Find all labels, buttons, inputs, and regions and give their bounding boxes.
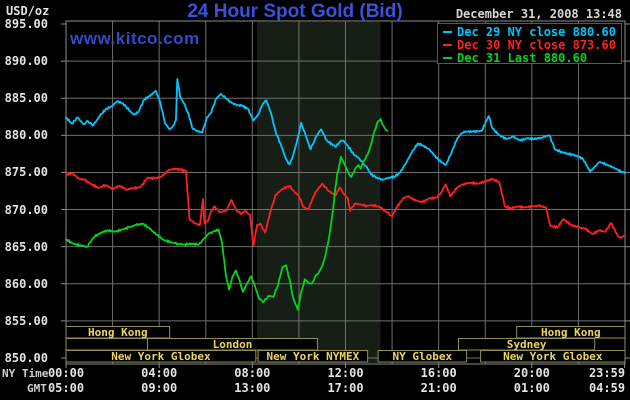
session-label: New York Globex	[111, 350, 211, 363]
y-tick-label: 855.00	[4, 313, 48, 328]
session-label: Hong Kong	[88, 326, 148, 339]
legend-item: Dec 30 NY close 873.60	[442, 37, 621, 52]
series-line-dec30	[65, 167, 626, 247]
session-box	[257, 350, 369, 363]
y-tick-label: 895.00	[4, 17, 48, 31]
x-tick-label-nytime: 00:00	[47, 366, 85, 380]
y-tick-label: 880.00	[4, 128, 48, 143]
session-box	[65, 338, 149, 351]
y-tick-label: 870.00	[4, 202, 48, 217]
legend-item-label: Dec 30 NY close 873.60	[457, 37, 616, 52]
kitco-watermark: www.kitco.com	[70, 29, 200, 48]
x-tick-label-gmt: 13:00	[234, 381, 271, 395]
x-tick-label-nytime: 20:00	[513, 366, 550, 380]
y-tick-label: 865.00	[4, 239, 48, 254]
chart-datetime: December 31, 2008 13:48	[455, 7, 622, 21]
y-tick-label: 885.00	[4, 91, 48, 106]
x-tick-label-nytime: 12:00	[327, 366, 364, 380]
x-tick-label-nytime: 16:00	[420, 366, 457, 380]
nymex-session-highlight-band	[256, 22, 381, 363]
session-box	[480, 350, 626, 363]
y-tick-label: 875.00	[4, 165, 48, 180]
legend-item: Dec 29 NY close 880.60	[442, 24, 621, 39]
legend-swatch-icon	[443, 43, 452, 46]
y-tick-label: 890.00	[4, 54, 48, 69]
x-axis-row-label-gmt: GMT	[27, 382, 47, 395]
x-tick-label-nytime: 08:00	[234, 366, 271, 380]
session-label: Hong Kong	[541, 326, 601, 339]
legend-swatch-icon	[443, 30, 452, 33]
legend-item: Dec 31 Last 880.60	[442, 50, 621, 65]
session-box	[377, 350, 468, 363]
y-axis-units-label: USD/oz	[6, 4, 50, 18]
session-label: London	[213, 338, 253, 351]
session-label: New York Globex	[503, 350, 603, 363]
legend-swatch-icon	[443, 56, 452, 59]
x-tick-label-nytime: 04:00	[141, 366, 178, 380]
series-line-dec29	[65, 78, 626, 181]
x-tick-label-gmt: 01:00	[513, 381, 550, 395]
x-tick-label-gmt: 09:00	[141, 381, 178, 395]
legend-item-label: Dec 31 Last 880.60	[457, 50, 588, 65]
x-tick-label-gmt: 17:00	[327, 381, 364, 395]
legend: Dec 29 NY close 880.60 Dec 30 NY close 8…	[437, 23, 622, 65]
session-label: NY Globex	[393, 350, 453, 363]
x-axis-row-label-nytime: NY Time	[2, 367, 49, 380]
legend-item-label: Dec 29 NY close 880.60	[457, 24, 616, 39]
y-tick-label: 860.00	[4, 276, 48, 291]
series-line-dec31	[65, 118, 389, 311]
y-tick-label: 850.00	[4, 351, 48, 365]
x-tick-label-nytime: 23:59	[588, 366, 626, 380]
page-title: 24 Hour Spot Gold (Bid)	[187, 1, 403, 22]
x-tick-label-gmt: 21:00	[420, 381, 457, 395]
session-label: Sydney	[507, 338, 547, 351]
session-label: New York NYMEX	[267, 350, 360, 363]
x-tick-label-gmt: 04:59	[588, 381, 626, 395]
session-box	[65, 350, 257, 363]
x-tick-label-gmt: 05:00	[47, 381, 85, 395]
